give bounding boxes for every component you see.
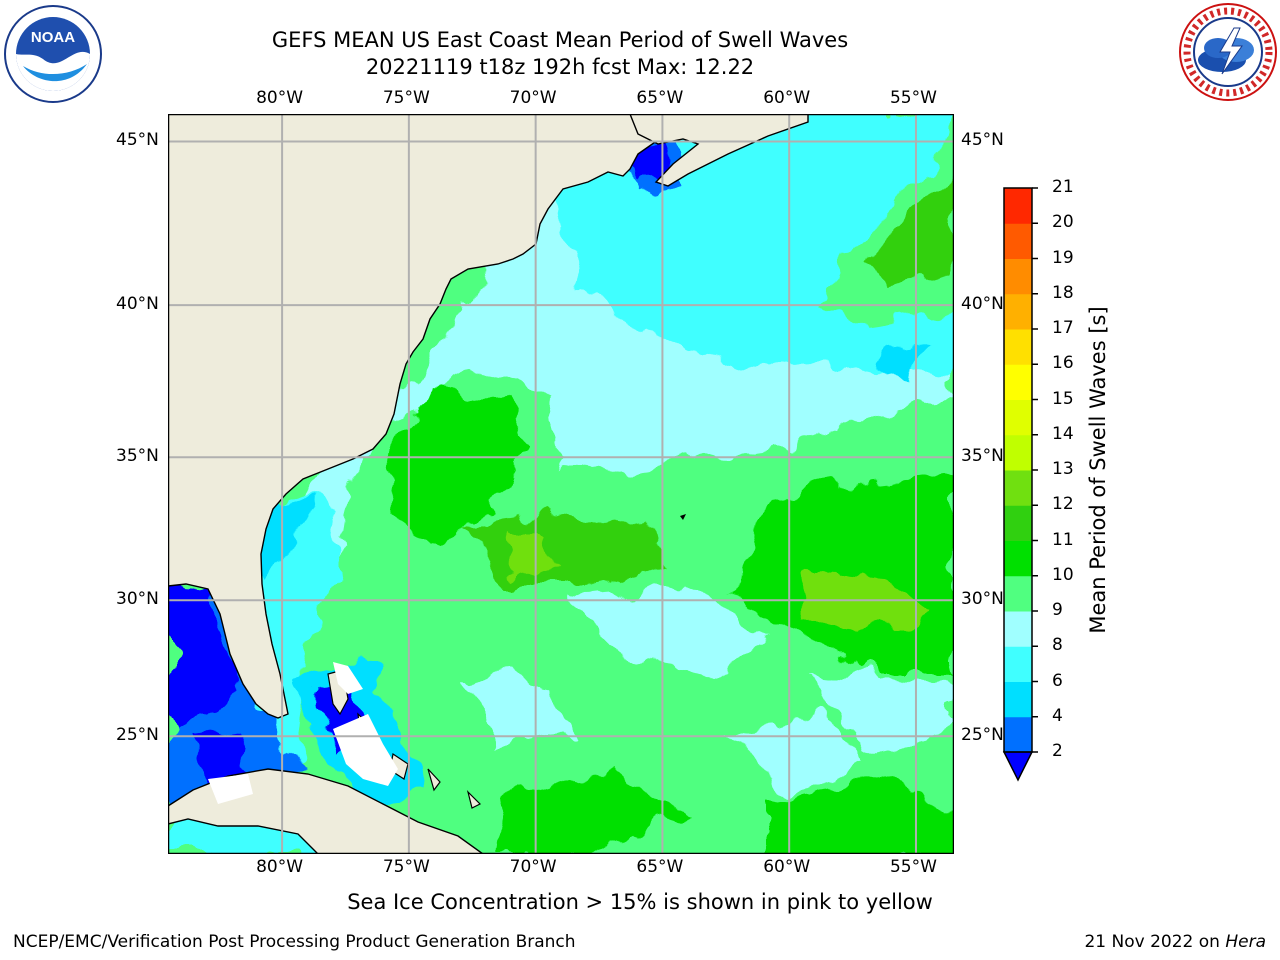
colorbar-tick-label: 9 xyxy=(1052,600,1063,620)
florida-bank xyxy=(208,774,253,804)
lat-label-right: 25°N xyxy=(961,725,1004,746)
lon-label-bottom: 70°W xyxy=(509,857,557,877)
lon-label-bottom: 60°W xyxy=(763,857,811,877)
colorbar-segment xyxy=(1004,329,1032,365)
lat-label-right: 30°N xyxy=(961,589,1004,610)
lon-label-top: 80°W xyxy=(256,88,304,108)
colorbar-tick-label: 13 xyxy=(1052,459,1074,479)
colorbar-segment xyxy=(1004,399,1032,436)
chart-subtitle: 20221119 t18z 192h fcst Max: 12.22 xyxy=(365,55,755,79)
colorbar-segment xyxy=(1004,575,1032,612)
lat-label-left: 30°N xyxy=(116,589,159,610)
colorbar-tick-label: 11 xyxy=(1052,529,1074,550)
colorbar-tick-label: 18 xyxy=(1052,282,1074,303)
land-north-america xyxy=(168,114,681,719)
colorbar-segment xyxy=(1004,681,1032,718)
lon-label-top: 55°W xyxy=(889,88,937,108)
colorbar-segment xyxy=(1004,470,1032,506)
lon-label-bottom: 80°W xyxy=(256,857,304,877)
colorbar-segment xyxy=(1004,505,1032,541)
lat-label-left: 25°N xyxy=(116,725,159,746)
lon-label-top: 65°W xyxy=(636,88,684,108)
bahama-bank xyxy=(333,714,398,786)
colorbar-tick-label: 8 xyxy=(1052,635,1063,656)
nws-logo xyxy=(1179,3,1277,101)
bahama-bank-2 xyxy=(333,662,363,694)
noaa-logo-text: NOAA xyxy=(31,29,75,46)
land-bahamas-4 xyxy=(427,768,441,792)
colorbar-segment xyxy=(1004,293,1032,330)
colorbar-extend-low xyxy=(1002,751,1034,782)
colorbar-segment xyxy=(1004,223,1032,259)
colorbar-tick-label: 21 xyxy=(1052,177,1074,197)
chart-title: GEFS MEAN US East Coast Mean Period of S… xyxy=(271,28,849,52)
lon-label-bottom: 55°W xyxy=(889,857,937,877)
lon-label-bottom: 65°W xyxy=(636,857,684,877)
colorbar-tick-label: 10 xyxy=(1052,564,1074,585)
footer-host: Hera xyxy=(1225,932,1266,952)
colorbar-segment xyxy=(1004,716,1032,753)
colorbar-tick-label: 2 xyxy=(1052,741,1063,761)
colorbar-tick-label: 14 xyxy=(1052,423,1074,444)
map-border xyxy=(168,114,954,854)
noaa-logo: NOAA xyxy=(4,5,102,103)
lat-label-left: 45°N xyxy=(116,130,159,151)
land-bermuda xyxy=(680,514,686,520)
colorbar xyxy=(1002,187,1038,782)
land-bahamas-5 xyxy=(466,790,482,809)
colorbar-tick-label: 4 xyxy=(1052,705,1063,726)
colorbar-segment xyxy=(1004,646,1032,682)
colorbar-tick-label: 17 xyxy=(1052,318,1074,338)
footer-date-text: 21 Nov 2022 on xyxy=(1084,932,1226,952)
lat-label-right: 45°N xyxy=(961,130,1004,151)
footer-branch: NCEP/EMC/Verification Post Processing Pr… xyxy=(13,932,576,952)
lat-label-right: 35°N xyxy=(961,446,1004,467)
colorbar-tick-label: 6 xyxy=(1052,670,1063,691)
colorbar-segment xyxy=(1004,258,1032,295)
colorbar-tick-label: 20 xyxy=(1052,212,1074,233)
colorbar-segment xyxy=(1004,434,1032,471)
sea-ice-note: Sea Ice Concentration > 15% is shown in … xyxy=(347,890,933,914)
lon-label-bottom: 75°W xyxy=(382,857,430,877)
colorbar-label: Mean Period of Swell Waves [s] xyxy=(1086,306,1110,634)
colorbar-segment xyxy=(1004,540,1032,577)
lon-label-top: 70°W xyxy=(509,88,557,108)
colorbar-segment xyxy=(1004,364,1032,400)
colorbar-tick-label: 19 xyxy=(1052,247,1074,268)
lon-label-top: 75°W xyxy=(382,88,430,108)
colorbar-segment xyxy=(1004,611,1032,647)
footer-date: 21 Nov 2022 on Hera xyxy=(1084,932,1266,952)
map-plot xyxy=(168,114,954,854)
lat-label-right: 40°N xyxy=(961,294,1004,315)
lat-label-left: 40°N xyxy=(116,294,159,315)
colorbar-segment xyxy=(1004,188,1032,224)
colorbar-tick-label: 16 xyxy=(1052,353,1074,374)
colorbar-tick-label: 15 xyxy=(1052,388,1074,409)
lon-label-top: 60°W xyxy=(763,88,811,108)
lat-label-left: 35°N xyxy=(116,446,159,467)
colorbar-tick-label: 12 xyxy=(1052,494,1074,515)
graticule xyxy=(168,114,954,854)
